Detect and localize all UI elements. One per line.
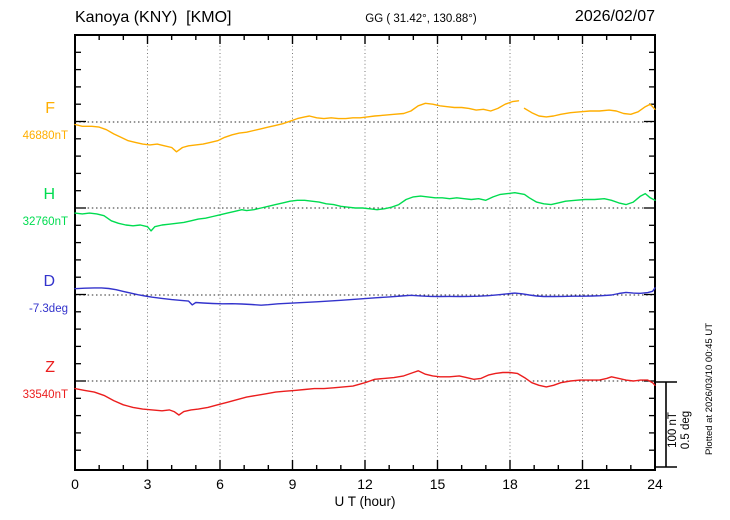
component-letter-F: F xyxy=(45,100,55,117)
x-tick-label-24: 24 xyxy=(647,476,663,492)
x-axis-label: U T (hour) xyxy=(334,494,396,509)
trace-F xyxy=(74,100,520,153)
trace-H xyxy=(74,191,656,232)
component-base-value-Z: 33540nT xyxy=(22,389,68,401)
trace-D xyxy=(74,287,656,306)
plot-date: 2026/02/07 xyxy=(574,8,655,25)
scale-bar-labels: 100 nT 0.5 deg xyxy=(667,400,693,460)
plot-frame xyxy=(74,34,656,471)
x-tick-label-0: 0 xyxy=(71,476,79,492)
x-tick-label-21: 21 xyxy=(574,476,591,492)
x-tick-label-12: 12 xyxy=(357,476,373,492)
trace-F-seg2 xyxy=(523,103,656,118)
component-base-value-H: 32760nT xyxy=(22,216,68,228)
scale-label-nt: 100 nT xyxy=(667,412,679,448)
x-tick-label-15: 15 xyxy=(429,476,446,492)
plotted-at-caption: Plotted at 2026/03/10 00:45 UT xyxy=(704,322,715,456)
scale-label-deg: 0.5 deg xyxy=(680,410,692,450)
component-base-value-F: 46880nT xyxy=(22,130,68,142)
component-letter-H: H xyxy=(43,186,55,203)
component-letter-Z: Z xyxy=(45,359,55,376)
component-letter-D: D xyxy=(43,273,55,290)
x-tick-label-18: 18 xyxy=(502,476,518,492)
geographic-coordinates: GG ( 31.42°, 130.88°) xyxy=(365,13,477,25)
station-title: Kanoya (KNY) [KMO] xyxy=(75,9,232,26)
x-tick-label-6: 6 xyxy=(216,476,224,492)
trace-Z xyxy=(74,370,656,416)
component-base-value-D: -7.3deg xyxy=(28,303,68,315)
x-tick-label-9: 9 xyxy=(288,476,297,492)
x-tick-label-3: 3 xyxy=(143,476,152,492)
